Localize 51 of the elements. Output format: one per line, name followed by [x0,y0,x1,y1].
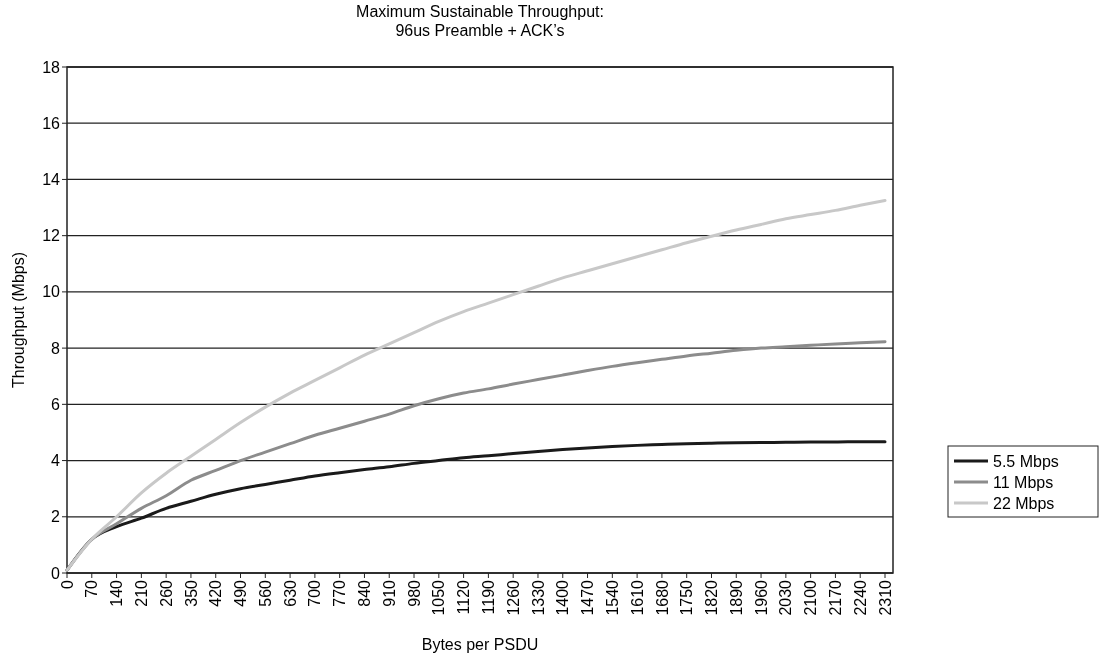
x-tick-label: 1050 [430,579,448,616]
x-tick-label: 980 [405,579,423,607]
x-tick-label: 2100 [802,579,820,616]
x-tick-label: 210 [132,579,150,607]
x-tick-label: 260 [157,579,175,607]
y-tick-label: 6 [51,395,61,413]
x-tick-label: 910 [380,579,398,607]
y-tick-label: 14 [42,171,61,189]
y-tick-label: 8 [51,339,61,357]
x-tick-label: 1680 [653,579,671,616]
y-tick-label: 2 [51,508,61,526]
x-tick-label: 420 [207,579,225,607]
x-tick-label: 700 [306,579,324,607]
x-axis-title: Bytes per PSDU [421,636,539,653]
x-tick-label: 1890 [727,579,745,616]
x-tick-label: 350 [182,579,200,607]
legend-label: 5.5 Mbps [993,452,1059,470]
legend-label: 22 Mbps [993,494,1055,512]
line-series [65,199,887,572]
x-tick-label: 1960 [752,579,770,616]
x-tick-label: 70 [83,579,101,598]
y-tick-label: 16 [42,114,61,132]
y-tick-label: 12 [42,227,61,245]
x-tick-label: 2310 [876,579,894,616]
y-tick-label: 10 [42,283,61,301]
x-tick-label: 2030 [777,579,795,616]
legend-label: 11 Mbps [993,473,1054,491]
x-tick-label: 0 [58,579,76,589]
x-tick-label: 1190 [479,579,497,615]
x-tick-label: 1260 [504,579,522,616]
x-tick-label: 2240 [851,579,869,616]
chart-title: Maximum Sustainable Throughput: 96us Preamble + ACK’s [356,3,604,39]
x-tick-label: 490 [232,579,250,607]
x-tick-label: 1610 [628,579,646,616]
x-tick-label: 1120 [455,579,473,615]
x-tick-label: 560 [256,579,274,607]
x-tick-label: 1400 [554,579,572,616]
x-tick-label: 140 [108,579,126,607]
y-tick-label: 18 [42,58,61,76]
x-tick-label: 1470 [579,579,597,616]
y-axis-title: Throughput (Mbps) [10,251,27,389]
y-tick-label: 0 [51,564,61,582]
x-tick-label: 630 [281,579,299,607]
x-tick-label: 1540 [603,579,621,616]
x-tick-label: 2170 [827,579,845,616]
x-tick-label: 1750 [678,579,696,616]
x-tick-label: 1330 [529,579,547,616]
x-tick-label: 1820 [703,579,721,616]
y-tick-label: 4 [51,452,61,470]
x-tick-label: 840 [356,579,374,607]
x-tick-label: 770 [331,579,349,607]
